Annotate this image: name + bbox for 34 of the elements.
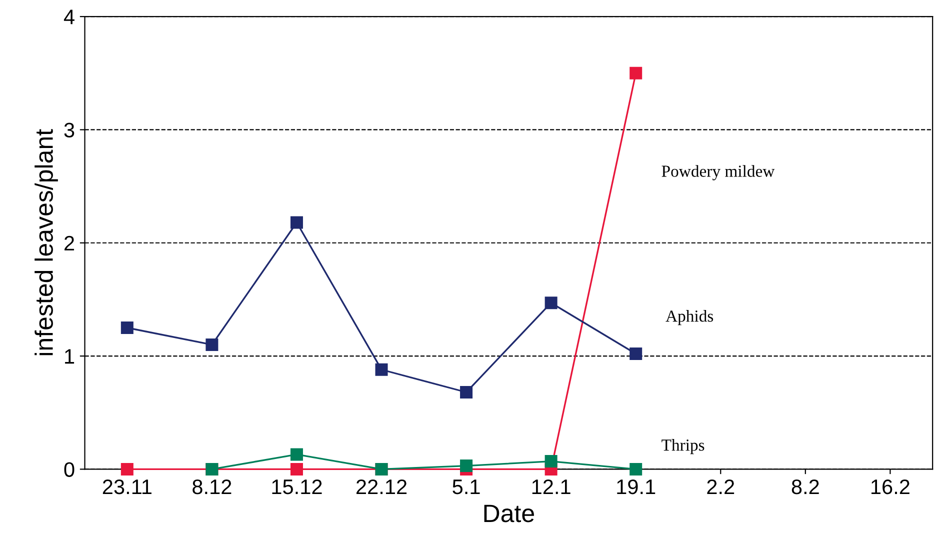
point <box>375 363 388 376</box>
text: Aphids <box>666 310 714 326</box>
x-tick-label: 5.1 <box>452 480 480 494</box>
x-tick-label: 8.12 <box>192 479 232 494</box>
point <box>120 322 134 334</box>
text: Powdery mildew <box>662 165 775 180</box>
point <box>460 386 473 398</box>
y-tick-label: 0 <box>64 462 74 477</box>
x-tick-label: 8.2 <box>792 479 819 494</box>
y-tick-label: 4 <box>64 10 74 24</box>
x-axis-title: Date <box>484 504 534 522</box>
point <box>290 216 303 229</box>
y-tick-label: 3 <box>64 122 74 138</box>
y-tick-label: 1 <box>65 349 74 364</box>
x-tick-label: 15.12 <box>272 479 322 494</box>
y-tick-label: 2 <box>64 236 74 250</box>
point <box>630 462 642 476</box>
y-axis-title: infested leaves/plant <box>34 129 58 356</box>
x-tick-label: 19.1 <box>617 479 656 494</box>
x-tick-label: 22.12 <box>356 479 407 494</box>
series-label: Thrips <box>662 439 704 454</box>
x-tick-label: 16.2 <box>872 479 910 494</box>
point <box>544 455 558 468</box>
point <box>460 460 473 472</box>
point <box>630 66 642 80</box>
point <box>206 338 218 351</box>
x-tick-label: 2.2 <box>707 479 734 494</box>
x-tick-label: 23.11 <box>102 479 152 494</box>
point <box>290 448 303 461</box>
point <box>544 296 558 310</box>
point <box>120 462 134 476</box>
point <box>290 462 303 476</box>
x-tick-label: 12.1 <box>532 479 570 494</box>
point <box>630 348 642 360</box>
